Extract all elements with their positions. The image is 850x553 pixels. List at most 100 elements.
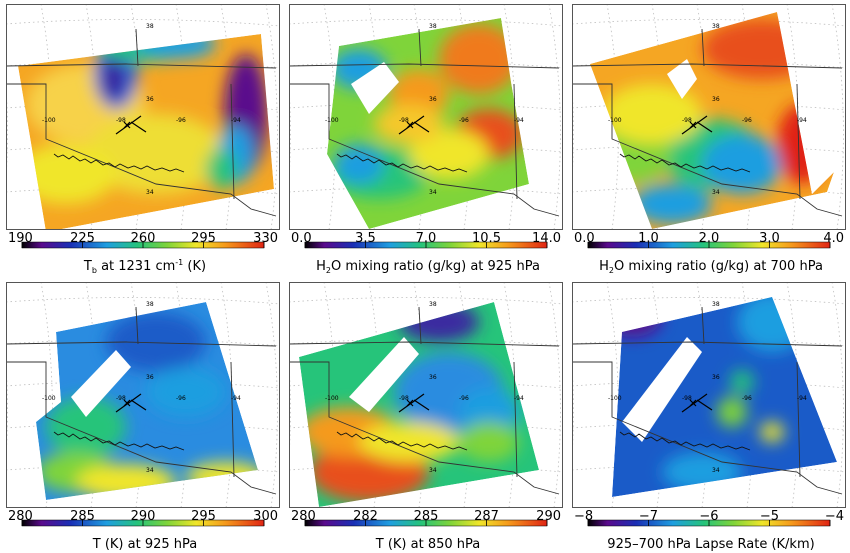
map-label: 36 xyxy=(146,96,154,103)
state-border xyxy=(572,306,843,495)
colorbar: −8 −7 −6 −5 −4 xyxy=(574,509,844,527)
field-layer xyxy=(299,302,539,507)
no-data-patch xyxy=(667,59,697,99)
map-label: -100 xyxy=(42,117,56,124)
map-area: 38 36 -100 -98 -96 -94 34 xyxy=(6,4,280,230)
panel-frame xyxy=(572,4,846,230)
river xyxy=(53,153,185,173)
site-marker xyxy=(398,393,430,413)
colorbar-tick-label: 4.0 xyxy=(823,231,844,246)
map-label: -94 xyxy=(514,395,524,402)
colorbar: 0.0 1.0 2.0 3.0 4.0 xyxy=(574,231,844,249)
map-label: 38 xyxy=(712,23,720,30)
colorbar-tick-label: 330 xyxy=(253,231,278,246)
site-marker xyxy=(115,393,147,413)
panel-frame xyxy=(6,282,280,508)
state-border xyxy=(289,28,560,217)
colorbar: 190 225 260 295 330 xyxy=(8,231,278,249)
colorbar-tick-label: 0.0 xyxy=(291,231,312,246)
colorbar-tick-label: 10.5 xyxy=(472,231,501,246)
map-label: -94 xyxy=(797,395,807,402)
colorbar-tick-label: 260 xyxy=(131,231,156,246)
colorbar: 280 282 285 287 290 xyxy=(291,509,561,527)
colorbar-tick-label: 7.0 xyxy=(416,231,437,246)
map-label: -96 xyxy=(176,395,186,402)
map-label: -94 xyxy=(797,117,807,124)
colorbar-tick-label: 280 xyxy=(291,509,316,524)
map-label: -100 xyxy=(608,395,622,402)
map-label: -98 xyxy=(682,117,692,124)
colorbar-tick-label: −4 xyxy=(825,509,844,524)
map-label: -100 xyxy=(325,117,339,124)
panel-title: T (K) at 925 hPa xyxy=(92,537,197,552)
map-label: 36 xyxy=(712,96,720,103)
map-label: 38 xyxy=(146,23,154,30)
map-area: 38 36 -100 -98 -96 -94 34 xyxy=(289,282,563,508)
colorbar-tick-label: 0.0 xyxy=(574,231,595,246)
map-label: 38 xyxy=(429,23,437,30)
state-border xyxy=(6,306,277,495)
colorbar-tick-label: 3.5 xyxy=(355,231,376,246)
map-label: -98 xyxy=(399,117,409,124)
river xyxy=(53,431,185,451)
site-marker xyxy=(681,393,713,413)
colorbar-tick-label: 300 xyxy=(253,509,278,524)
colorbar-tick-label: −7 xyxy=(639,509,658,524)
map-area: 38 36 -100 -98 -96 -94 34 xyxy=(572,282,846,508)
state-border xyxy=(572,28,843,217)
panel-t850: 38 36 -100 -98 -96 -94 34 280 282 285 287 290 T (K) … xyxy=(289,282,563,552)
river xyxy=(336,153,468,173)
panel-h2o925: 38 36 -100 -98 -96 -94 34 0.0 3.5 7.0 10.5 14.0 H2O … xyxy=(289,4,563,275)
map-label: 36 xyxy=(429,96,437,103)
colorbar-tick-label: 280 xyxy=(8,509,33,524)
colorbar-tick-label: 285 xyxy=(70,509,95,524)
no-data-patch xyxy=(622,337,702,442)
map-label: 34 xyxy=(712,189,720,196)
panel-title: Tb at 1231 cm-1 (K) xyxy=(83,258,206,275)
map-area: 38 36 -100 -98 -96 -94 34 xyxy=(572,4,846,230)
colorbar-tick-label: 225 xyxy=(70,231,95,246)
river xyxy=(619,153,751,173)
colorbar: 0.0 3.5 7.0 10.5 14.0 xyxy=(291,231,561,249)
colorbar-tick-label: 14.0 xyxy=(532,231,561,246)
panel-frame xyxy=(289,282,563,508)
map-label: 34 xyxy=(712,467,720,474)
colorbar-tick-label: 290 xyxy=(536,509,561,524)
no-data-patch xyxy=(349,337,419,412)
map-area: 38 36 -100 -98 -96 -94 34 xyxy=(6,282,280,508)
map-label: -96 xyxy=(742,395,752,402)
map-label: -100 xyxy=(325,395,339,402)
map-label: 34 xyxy=(146,189,154,196)
map-label: -94 xyxy=(231,117,241,124)
map-label: 38 xyxy=(146,301,154,308)
panel-title: T (K) at 850 hPa xyxy=(375,537,480,552)
panel-t925: 38 36 -100 -98 -96 -94 34 280 285 290 295 300 T (K) … xyxy=(6,282,280,552)
map-label: -96 xyxy=(176,117,186,124)
colorbar-tick-label: 290 xyxy=(131,509,156,524)
state-border xyxy=(6,28,277,217)
panel-title: H2O mixing ratio (g/kg) at 700 hPa xyxy=(599,259,823,275)
site-marker xyxy=(115,115,147,135)
site-marker xyxy=(681,115,713,135)
colorbar: 280 285 290 295 300 xyxy=(8,509,278,527)
panel-frame xyxy=(572,282,846,508)
panel-lapse: 38 36 -100 -98 -96 -94 34 −8 −7 −6 −5 −4 925–700 hPa… xyxy=(572,282,846,552)
map-label: 38 xyxy=(712,301,720,308)
colorbar-tick-label: 287 xyxy=(474,509,499,524)
map-label: 36 xyxy=(146,374,154,381)
map-label: 38 xyxy=(429,301,437,308)
map-label: -98 xyxy=(116,395,126,402)
colorbar-tick-label: 1.0 xyxy=(638,231,659,246)
state-border xyxy=(289,306,560,495)
river xyxy=(619,431,751,451)
map-label: 34 xyxy=(146,467,154,474)
panel-title: H2O mixing ratio (g/kg) at 925 hPa xyxy=(316,259,540,275)
colorbar-tick-label: −5 xyxy=(760,509,779,524)
colorbar-tick-label: 282 xyxy=(353,509,378,524)
map-label: 34 xyxy=(429,467,437,474)
colorbar-tick-label: −8 xyxy=(574,509,593,524)
map-label: -94 xyxy=(231,395,241,402)
colorbar-tick-label: 2.0 xyxy=(699,231,720,246)
